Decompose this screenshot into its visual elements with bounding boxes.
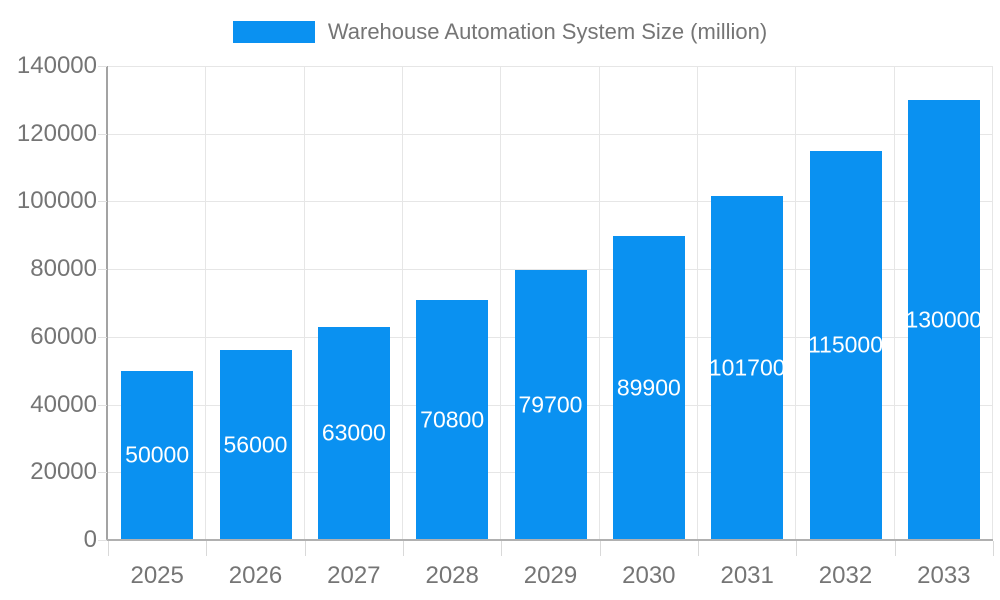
y-tick-label: 60000 bbox=[30, 322, 97, 350]
bar-value-label: 115000 bbox=[807, 331, 884, 358]
y-axis-line bbox=[106, 66, 108, 541]
x-tick-label: 2033 bbox=[917, 562, 971, 589]
y-tick-label: 80000 bbox=[30, 255, 97, 283]
x-axis-tick bbox=[403, 541, 404, 556]
x-axis-tick bbox=[698, 541, 699, 556]
bar-value-label: 63000 bbox=[321, 419, 386, 446]
v-gridline bbox=[992, 66, 993, 540]
v-gridline bbox=[205, 66, 207, 540]
legend-swatch bbox=[232, 21, 315, 43]
h-gridline bbox=[108, 66, 993, 67]
x-tick-label: 2030 bbox=[622, 562, 676, 589]
x-axis-tick bbox=[501, 541, 503, 556]
bar: 79700 bbox=[514, 270, 587, 540]
y-tick-label: 120000 bbox=[16, 119, 97, 147]
v-gridline bbox=[402, 66, 403, 540]
bar-value-label: 70800 bbox=[420, 406, 485, 433]
y-tick-label: 140000 bbox=[16, 52, 97, 79]
bar-value-label: 89900 bbox=[616, 374, 681, 401]
bar-value-label: 101700 bbox=[708, 354, 786, 381]
x-axis-tick bbox=[894, 541, 896, 556]
bar-value-label: 56000 bbox=[223, 431, 288, 458]
v-gridline bbox=[893, 66, 895, 540]
v-gridline bbox=[697, 66, 698, 540]
x-tick-label: 2029 bbox=[523, 562, 578, 589]
y-tick-label: 0 bbox=[83, 526, 97, 553]
y-tick-label: 40000 bbox=[30, 390, 97, 418]
x-axis-tick bbox=[304, 541, 306, 556]
plot-area: 50000 56000 63000 70800 79700 89900 101700 1150… bbox=[108, 66, 993, 540]
x-axis-labels: 2025 2026 2027 2028 2029 2030 2031 2032 2033 bbox=[108, 562, 993, 592]
bar-value-label: 130000 bbox=[905, 306, 983, 333]
legend-label: Warehouse Automation System Size (millio… bbox=[327, 19, 768, 44]
v-gridline bbox=[598, 66, 600, 540]
x-tick-label: 2028 bbox=[425, 562, 479, 589]
x-axis-line bbox=[106, 539, 993, 541]
x-tick-label: 2032 bbox=[818, 562, 873, 589]
bar: 56000 bbox=[219, 350, 292, 540]
y-tick-label: 100000 bbox=[16, 187, 97, 215]
x-axis-tick bbox=[206, 541, 208, 556]
h-gridline bbox=[108, 269, 993, 271]
bar: 89900 bbox=[612, 235, 685, 540]
x-axis-tick bbox=[599, 541, 601, 556]
h-gridline bbox=[108, 201, 993, 203]
h-gridline bbox=[108, 133, 993, 135]
y-axis-tick bbox=[98, 472, 107, 474]
x-tick-label: 2031 bbox=[720, 562, 774, 589]
bar: 70800 bbox=[416, 300, 489, 540]
y-tick-label: 20000 bbox=[30, 458, 97, 486]
bar: 115000 bbox=[807, 150, 884, 540]
v-gridline bbox=[795, 66, 797, 540]
bar: 101700 bbox=[708, 195, 786, 540]
bar-value-label: 50000 bbox=[125, 441, 190, 468]
y-axis-tick bbox=[98, 269, 107, 271]
bar-value-label: 79700 bbox=[518, 391, 583, 418]
legend: Warehouse Automation System Size (millio… bbox=[0, 15, 1000, 49]
bar: 50000 bbox=[121, 370, 194, 540]
x-axis-tick bbox=[993, 541, 994, 556]
x-tick-label: 2026 bbox=[228, 562, 283, 589]
bar: 63000 bbox=[317, 326, 390, 540]
v-gridline bbox=[500, 66, 502, 540]
y-axis-labels: 0 20000 40000 60000 80000 100000 120000 140000 bbox=[0, 52, 97, 553]
bar: 130000 bbox=[905, 99, 983, 540]
y-axis-tick bbox=[98, 201, 107, 203]
x-tick-label: 2025 bbox=[130, 562, 184, 589]
x-axis-tick bbox=[108, 541, 109, 556]
y-axis-tick bbox=[98, 540, 107, 541]
y-axis-tick bbox=[98, 336, 107, 338]
x-axis-tick bbox=[796, 541, 798, 556]
x-tick-label: 2027 bbox=[327, 562, 381, 589]
y-axis-tick bbox=[98, 404, 107, 406]
y-axis-tick bbox=[98, 66, 107, 67]
v-gridline bbox=[303, 66, 305, 540]
y-axis-tick bbox=[98, 133, 107, 135]
